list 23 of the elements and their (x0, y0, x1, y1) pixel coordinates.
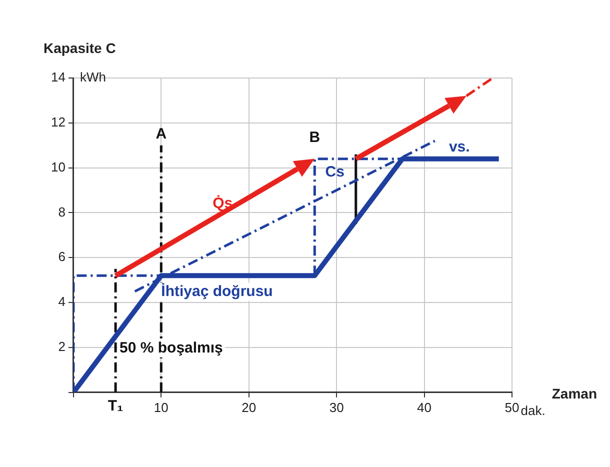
annotation: A (156, 126, 167, 143)
y-tick-label: 10 (50, 159, 66, 174)
y-tick-label: 14 (50, 70, 66, 85)
annotation: Cs (325, 163, 344, 180)
annotation: vs. (448, 138, 470, 156)
y-axis-title: Kapasite C (43, 40, 116, 56)
y-tick-label: 4 (58, 294, 66, 310)
annotation: B (309, 128, 320, 146)
y-tick-label: 6 (58, 249, 66, 264)
annotation: 50 % boşalmış (120, 340, 223, 357)
y-tick-label: 2 (58, 339, 66, 354)
x-axis-title: Zaman (552, 385, 597, 402)
annotation: kWh (80, 70, 106, 85)
x-tick-label: 40 (417, 400, 432, 415)
x-tick-label: 20 (242, 400, 256, 415)
annotation: İhtiyaç doğrusu (161, 282, 273, 300)
text: T₁ (108, 398, 124, 415)
y-tick-label: 8 (58, 204, 66, 220)
x-tick-label: 50 (504, 400, 520, 415)
x-tick-label: 10 (154, 400, 168, 415)
x-tick-label: 30 (329, 400, 344, 415)
text: dak. (520, 402, 546, 418)
y-tick-label: 12 (50, 114, 66, 130)
